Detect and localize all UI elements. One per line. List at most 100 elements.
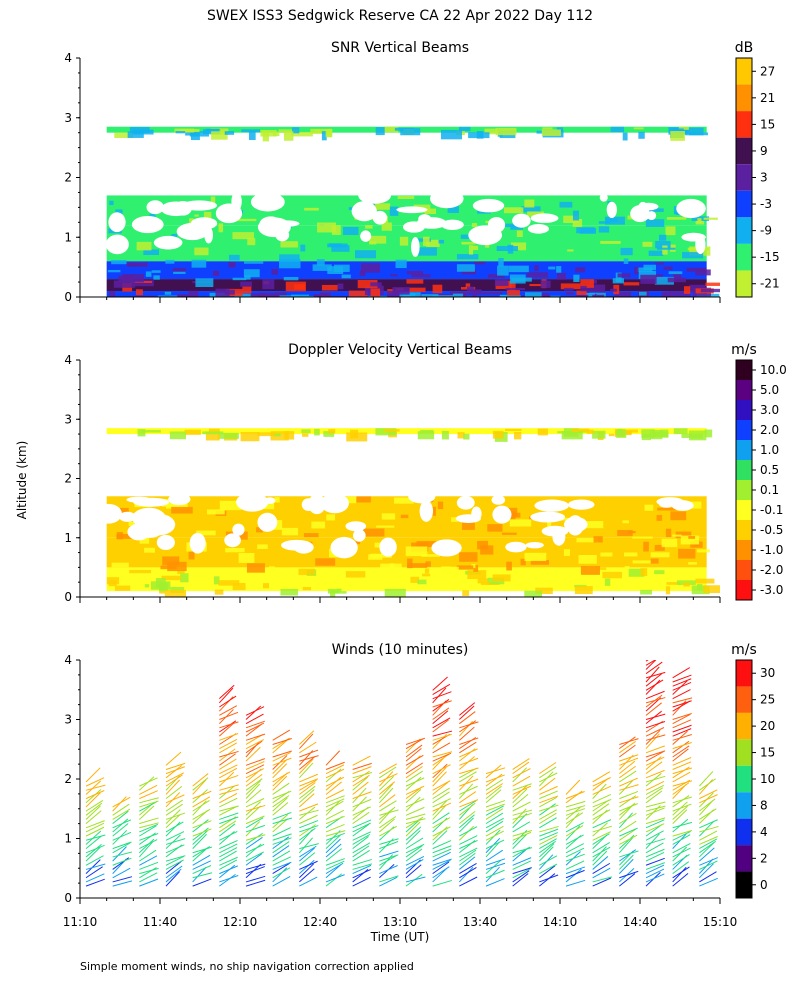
heatmap-cell (129, 569, 152, 574)
wind-barb (645, 873, 665, 883)
heatmap-cell (376, 525, 395, 528)
wind-barb (592, 819, 612, 829)
wind-barb (672, 719, 692, 729)
wind-barb (619, 827, 638, 837)
heatmap-cell (622, 132, 628, 141)
heatmap-cell (492, 574, 511, 582)
heatmap-cell (678, 126, 689, 130)
wind-barb (699, 847, 715, 862)
x-tick-label: 11:10 (63, 915, 98, 929)
wind-barb (645, 801, 666, 808)
wind-barb (325, 768, 345, 779)
heatmap-cell (683, 286, 691, 294)
wind-barb (245, 798, 265, 808)
colorbar-label: 2 (760, 851, 768, 865)
wind-barb (379, 876, 398, 887)
wind-barb (592, 846, 607, 862)
wind-barb (432, 851, 451, 862)
heatmap-gap (108, 212, 126, 233)
wind-barb (592, 846, 611, 858)
heatmap-gap (153, 235, 183, 250)
wind-barb (219, 788, 239, 795)
wind-barb (245, 834, 266, 841)
wind-barb (325, 800, 344, 812)
heatmap-cell (440, 566, 459, 575)
wind-barb (672, 821, 693, 829)
heatmap-cell (548, 266, 556, 270)
heatmap-cell (384, 588, 406, 597)
heatmap-cell (180, 573, 189, 583)
wind-barb (192, 799, 210, 812)
colorbar-segment (736, 84, 752, 112)
wind-barb (459, 741, 477, 754)
wind-barb (272, 739, 289, 754)
wind-barb (405, 785, 425, 795)
wind-barb (485, 841, 500, 858)
heatmap-cell (205, 128, 220, 132)
heatmap-band (106, 567, 707, 592)
wind-barb (672, 678, 692, 687)
wind-barb (165, 838, 186, 845)
colorbar-label: 15 (760, 117, 775, 131)
panel-title: SNR Vertical Beams (331, 40, 469, 56)
wind-barb (325, 764, 345, 775)
wind-barb (699, 860, 718, 870)
wind-barb (459, 767, 479, 775)
wind-barb (245, 805, 262, 820)
colorbar-label: 25 (760, 693, 775, 707)
heatmap-cell (632, 560, 652, 564)
wind-barb (299, 814, 318, 825)
wind-barb (645, 862, 665, 870)
wind-barb (619, 870, 639, 879)
heatmap-cell (175, 131, 186, 134)
wind-barb (645, 756, 662, 770)
wind-barb (619, 828, 637, 841)
wind-barb (672, 674, 692, 683)
wind-barb (298, 762, 314, 779)
heatmap-cell (529, 283, 546, 287)
wind-barb (459, 835, 478, 845)
wind-barb (618, 834, 635, 849)
wind-barb (192, 828, 212, 837)
heatmap-cell (271, 268, 279, 275)
wind-barb (219, 850, 237, 862)
wind-barb (325, 832, 345, 841)
wind-barb (646, 647, 663, 657)
heatmap-gap (658, 499, 675, 508)
heatmap-cell (381, 513, 396, 520)
wind-barb (219, 784, 239, 791)
heatmap-cell (214, 589, 224, 595)
wind-barb (539, 766, 557, 779)
heatmap-cell (243, 269, 260, 278)
wind-barb (485, 825, 504, 837)
wind-barb (219, 823, 236, 837)
wind-barb (432, 861, 450, 875)
wind-barb (645, 727, 665, 737)
colorbar-label: 5.0 (760, 383, 779, 397)
wind-barb (485, 858, 506, 866)
heatmap-cell (412, 238, 431, 242)
wind-barb (645, 857, 665, 866)
wind-barb (432, 676, 448, 691)
wind-barb (405, 754, 424, 766)
wind-barb (219, 750, 239, 758)
heatmap-cell (705, 282, 720, 286)
wind-barb (219, 875, 239, 883)
wind-barb (405, 777, 425, 787)
wind-barb (539, 863, 558, 875)
heatmap-cell (505, 287, 526, 291)
wind-barb (245, 879, 266, 887)
heatmap-cell (640, 274, 657, 284)
heatmap-cell (441, 430, 449, 440)
heatmap-cell (456, 565, 474, 570)
heatmap-cell (688, 562, 697, 565)
heatmap-cell (670, 131, 685, 141)
heatmap-cell (571, 428, 579, 433)
wind-barb (592, 862, 611, 875)
wind-barb (352, 819, 372, 829)
colorbar-segment (736, 480, 752, 500)
heatmap-cell (620, 247, 633, 256)
wind-barb (85, 805, 101, 820)
heatmap-gap (396, 206, 428, 214)
heatmap-cell (452, 293, 464, 297)
